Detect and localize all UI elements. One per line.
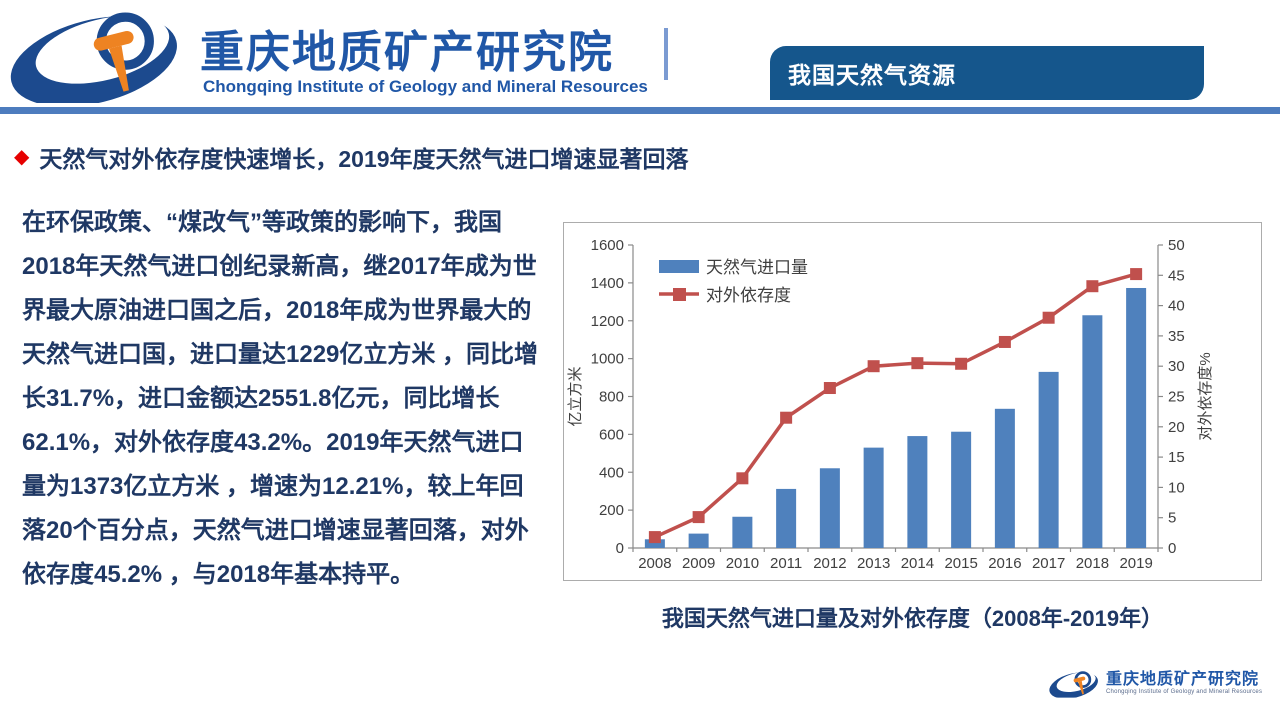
import-volume-bar [819, 468, 840, 548]
import-volume-bar [732, 516, 753, 548]
dependence-marker [736, 472, 749, 485]
body-line: 量为1373亿立方米 ，增速为12.21%，较上年回 [22, 473, 524, 500]
x-axis-category-label: 2016 [988, 555, 1021, 572]
dependence-marker [692, 511, 705, 524]
import-volume-bar [1126, 287, 1147, 548]
left-axis-title: 亿立方米 [567, 366, 584, 426]
import-volume-bar [951, 431, 972, 548]
title-divider [664, 28, 668, 80]
legend-line-label: 对外依存度 [706, 286, 791, 305]
left-axis-tick-label: 800 [599, 389, 624, 406]
x-axis-category-label: 2017 [1032, 555, 1065, 572]
dependence-marker [867, 360, 880, 373]
chart-container: 0 200 400 600 800 1000 1200 1400 1600 0 5 10 15 20 25 3… [563, 222, 1262, 581]
footer-texts: 重庆地质矿产研究院 Chongqing Institute of Geology… [1106, 670, 1263, 695]
right-axis-tick-label: 10 [1168, 479, 1185, 496]
dependence-marker [1130, 268, 1143, 281]
left-axis-tick-label: 1200 [591, 313, 624, 330]
import-volume-bar [1038, 371, 1059, 548]
x-axis-category-label: 2010 [726, 555, 759, 572]
dependence-marker [823, 382, 836, 395]
chart-caption: 我国天然气进口量及对外依存度（2008年-2019年） [661, 606, 1164, 631]
x-axis-category-label: 2012 [813, 555, 846, 572]
footer-logo: 重庆地质矿产研究院 Chongqing Institute of Geology… [1048, 669, 1262, 698]
institute-logo-small-icon [1048, 669, 1102, 698]
left-axis-tick-label: 600 [599, 426, 624, 443]
right-axis-tick-label: 0 [1168, 540, 1176, 557]
left-axis-tick-label: 1600 [591, 237, 624, 254]
org-title-en: Chongqing Institute of Geology and Miner… [203, 77, 648, 96]
left-axis-tick-label: 1400 [591, 275, 624, 292]
institute-logo-icon [6, 6, 191, 103]
legend-line-marker [673, 288, 686, 301]
import-volume-bar [907, 436, 928, 548]
right-axis-tick-label: 35 [1168, 328, 1185, 345]
footer-org-zh: 重庆地质矿产研究院 [1106, 670, 1260, 688]
body-line: 依存度45.2% ，与2018年基本持平。 [22, 561, 415, 588]
left-axis-tick-label: 200 [599, 502, 624, 519]
footer-org-en: Chongqing Institute of Geology and Miner… [1106, 688, 1263, 695]
import-volume-bar [994, 408, 1015, 548]
x-axis-category-label: 2011 [770, 555, 802, 572]
right-axis-tick-label: 30 [1168, 358, 1185, 375]
import-volume-bar [776, 488, 797, 548]
body-line: 62.1%，对外依存度43.2%。2019年天然气进口 [22, 429, 524, 456]
dependence-marker [648, 531, 661, 544]
left-axis-tick-label: 400 [599, 464, 624, 481]
import-volume-bar [1082, 315, 1103, 548]
import-volume-bar [863, 447, 884, 548]
body-line: 2018年天然气进口创纪录新高，继2017年成为世 [22, 253, 537, 280]
right-axis-tick-label: 45 [1168, 267, 1185, 284]
left-axis-tick-label: 0 [616, 540, 624, 557]
org-title-zh: 重庆地质矿产研究院 [200, 28, 614, 77]
x-axis-category-label: 2015 [944, 555, 977, 572]
x-axis-category-label: 2008 [638, 555, 671, 572]
right-axis-title: 对外依存度% [1197, 352, 1214, 440]
diamond-bullet-icon: ◆ [14, 146, 30, 168]
dependence-marker [911, 357, 924, 370]
headline: ◆ 天然气对外依存度快速增长，2019年度天然气进口增速显著回落 [14, 140, 689, 174]
import-volume-bar [644, 539, 665, 548]
section-banner-title: 我国天然气资源 [788, 62, 956, 88]
right-axis-tick-label: 40 [1168, 298, 1185, 315]
headline-text: 天然气对外依存度快速增长，2019年度天然气进口增速显著回落 [39, 146, 689, 172]
header-rule [0, 107, 1280, 114]
import-volume-bar [688, 533, 709, 548]
section-banner: 我国天然气资源 [770, 46, 1204, 100]
x-axis-category-label: 2019 [1119, 555, 1152, 572]
right-axis-tick-label: 20 [1168, 419, 1185, 436]
right-axis-tick-label: 25 [1168, 389, 1185, 406]
legend-bar-swatch [659, 260, 699, 273]
left-axis-tick-label: 1000 [591, 351, 624, 368]
body-line: 在环保政策、“煤改气”等政策的影响下，我国 [22, 209, 502, 236]
dependence-line [654, 272, 1137, 539]
combo-chart: 0 200 400 600 800 1000 1200 1400 1600 0 5 10 15 20 25 3… [567, 237, 1214, 572]
legend-bar-label: 天然气进口量 [706, 258, 808, 277]
x-axis-category-label: 2014 [901, 555, 934, 572]
body-line: 落20个百分点，天然气进口增速显著回落，对外 [22, 517, 529, 544]
dependence-marker [780, 411, 793, 424]
right-axis-tick-label: 15 [1168, 449, 1185, 466]
dependence-marker [1042, 311, 1055, 324]
x-axis-category-label: 2018 [1076, 555, 1109, 572]
right-axis-tick-label: 50 [1168, 237, 1185, 254]
body-line: 长31.7%，进口金额达2551.8亿元，同比增长 [22, 385, 500, 412]
dependence-marker [955, 357, 968, 370]
dependence-marker [998, 335, 1011, 348]
x-axis-category-label: 2013 [857, 555, 890, 572]
x-axis-category-label: 2009 [682, 555, 715, 572]
dependence-marker [1086, 280, 1099, 293]
body-line: 天然气进口国，进口量达1229亿立方米 ，同比增 [22, 341, 539, 368]
body-line: 界最大原油进口国之后，2018年成为世界最大的 [22, 297, 532, 324]
right-axis-tick-label: 5 [1168, 510, 1176, 527]
body-paragraph: 在环保政策、“煤改气”等政策的影响下，我国 2018年天然气进口创纪录新高，继20… [22, 201, 570, 597]
